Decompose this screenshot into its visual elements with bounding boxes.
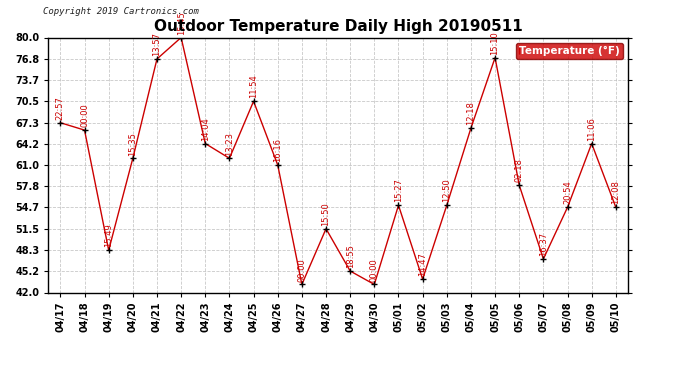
Text: 15:45: 15:45: [177, 11, 186, 35]
Text: 22:57: 22:57: [56, 96, 65, 120]
Text: Copyright 2019 Cartronics.com: Copyright 2019 Cartronics.com: [43, 7, 199, 16]
Text: 12:18: 12:18: [466, 102, 475, 125]
Text: 00:00: 00:00: [370, 258, 379, 282]
Text: 15:49: 15:49: [104, 224, 113, 248]
Text: 00:00: 00:00: [297, 258, 306, 282]
Text: 12:50: 12:50: [442, 179, 451, 203]
Text: 12:08: 12:08: [611, 181, 620, 204]
Text: 14:04: 14:04: [201, 117, 210, 141]
Text: 16:16: 16:16: [273, 138, 282, 162]
Text: 20:54: 20:54: [563, 181, 572, 204]
Text: 15:50: 15:50: [322, 202, 331, 226]
Text: 15:10: 15:10: [491, 31, 500, 55]
Text: 15:35: 15:35: [128, 132, 137, 156]
Text: 15:27: 15:27: [394, 178, 403, 203]
Legend: Temperature (°F): Temperature (°F): [515, 43, 622, 59]
Text: 18:55: 18:55: [346, 244, 355, 268]
Title: Outdoor Temperature Daily High 20190511: Outdoor Temperature Daily High 20190511: [154, 18, 522, 33]
Text: 16:37: 16:37: [539, 232, 548, 256]
Text: 13:23: 13:23: [225, 132, 234, 156]
Text: 00:00: 00:00: [80, 104, 89, 128]
Text: 14:47: 14:47: [418, 252, 427, 276]
Text: 02:18: 02:18: [515, 159, 524, 182]
Text: 11:54: 11:54: [249, 75, 258, 99]
Text: 13:57: 13:57: [152, 32, 161, 56]
Text: 11:06: 11:06: [587, 117, 596, 141]
